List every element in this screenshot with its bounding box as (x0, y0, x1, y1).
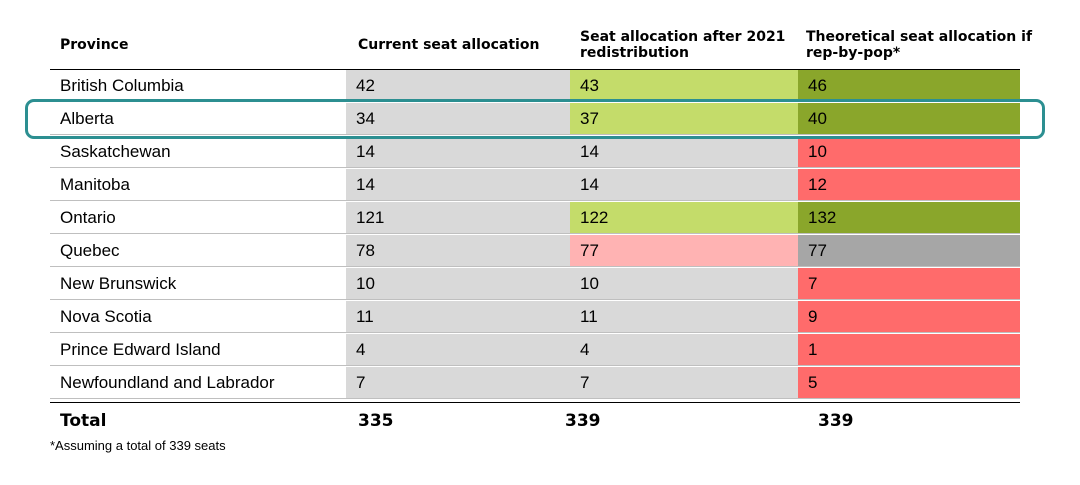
value-cell-after-2021: 14 (570, 136, 798, 168)
value-cell-current: 4 (346, 334, 570, 366)
row-divider (50, 167, 1020, 168)
value-cell-after-2021: 43 (570, 70, 798, 102)
table-row: Ontario 121 122 132 (50, 202, 1020, 234)
table-bottom-rule (50, 402, 1020, 403)
row-divider (50, 134, 1020, 135)
table-row: Quebec 78 77 77 (50, 235, 1020, 267)
table-row: British Columbia 42 43 46 (50, 70, 1020, 102)
value-cell-after-2021: 4 (570, 334, 798, 366)
province-cell: Saskatchewan (60, 142, 171, 161)
row-divider (50, 266, 1020, 267)
value-cell-current: 78 (346, 235, 570, 267)
table-row: New Brunswick 10 10 7 (50, 268, 1020, 300)
header-after-2021-redistribution: Seat allocation after 2021 redistributio… (580, 29, 786, 61)
value-cell-after-2021: 122 (570, 202, 798, 234)
value-cell-after-2021: 77 (570, 235, 798, 267)
row-divider (50, 398, 1020, 399)
row-divider (50, 365, 1020, 366)
row-divider (50, 233, 1020, 234)
value-cell-rep-by-pop: 7 (798, 268, 1020, 300)
footnote: *Assuming a total of 339 seats (50, 438, 226, 453)
value-cell-current: 121 (346, 202, 570, 234)
value-cell-current: 42 (346, 70, 570, 102)
province-cell: Quebec (60, 241, 120, 260)
value-cell-current: 14 (346, 136, 570, 168)
value-cell-rep-by-pop: 46 (798, 70, 1020, 102)
province-cell: Nova Scotia (60, 307, 152, 326)
value-cell-after-2021: 37 (570, 103, 798, 135)
value-cell-rep-by-pop: 10 (798, 136, 1020, 168)
value-cell-current: 7 (346, 367, 570, 399)
province-cell: Alberta (60, 109, 114, 128)
value-cell-rep-by-pop: 77 (798, 235, 1020, 267)
value-cell-rep-by-pop: 40 (798, 103, 1020, 135)
header-current-seat-allocation: Current seat allocation (358, 37, 540, 53)
row-divider (50, 332, 1020, 333)
table-row: Manitoba 14 14 12 (50, 169, 1020, 201)
value-cell-rep-by-pop: 5 (798, 367, 1020, 399)
total-after-2021: 339 (565, 411, 601, 431)
value-cell-rep-by-pop: 9 (798, 301, 1020, 333)
value-cell-rep-by-pop: 12 (798, 169, 1020, 201)
table-row: Saskatchewan 14 14 10 (50, 136, 1020, 168)
header-province: Province (60, 37, 129, 53)
table-top-rule (50, 69, 1020, 70)
total-rep-by-pop: 339 (818, 411, 854, 431)
value-cell-rep-by-pop: 132 (798, 202, 1020, 234)
province-cell: New Brunswick (60, 274, 177, 293)
row-divider (50, 200, 1020, 201)
total-label: Total (60, 411, 107, 431)
province-cell: Newfoundland and Labrador (60, 373, 275, 392)
value-cell-rep-by-pop: 1 (798, 334, 1020, 366)
table-row: Nova Scotia 11 11 9 (50, 301, 1020, 333)
value-cell-current: 10 (346, 268, 570, 300)
province-cell: British Columbia (60, 76, 184, 95)
value-cell-current: 34 (346, 103, 570, 135)
value-cell-current: 11 (346, 301, 570, 333)
value-cell-after-2021: 7 (570, 367, 798, 399)
header-rep-by-pop: Theoretical seat allocation if rep-by-po… (806, 29, 1033, 61)
province-cell: Manitoba (60, 175, 130, 194)
province-cell: Ontario (60, 208, 116, 227)
value-cell-after-2021: 14 (570, 169, 798, 201)
row-divider (50, 299, 1020, 300)
value-cell-current: 14 (346, 169, 570, 201)
value-cell-after-2021: 10 (570, 268, 798, 300)
table-row: Prince Edward Island 4 4 1 (50, 334, 1020, 366)
row-highlight-outline (25, 99, 1045, 139)
value-cell-after-2021: 11 (570, 301, 798, 333)
table-row: Newfoundland and Labrador 7 7 5 (50, 367, 1020, 399)
table-row: Alberta 34 37 40 (50, 103, 1020, 135)
province-cell: Prince Edward Island (60, 340, 221, 359)
total-current: 335 (358, 411, 394, 431)
